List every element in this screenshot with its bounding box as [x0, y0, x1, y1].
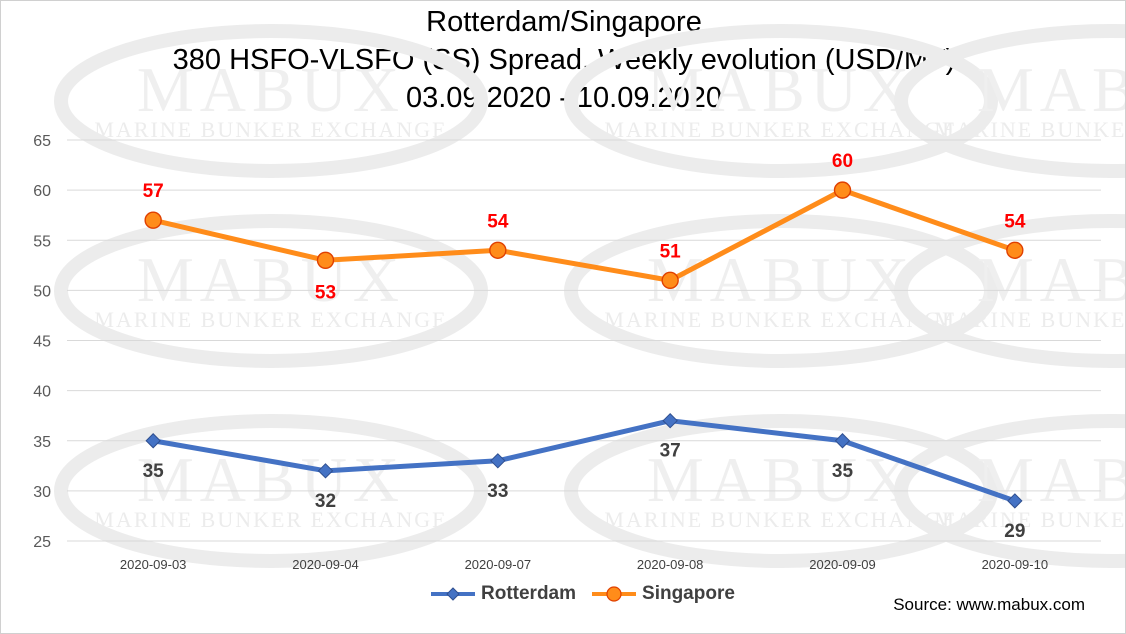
y-tick-label: 50	[33, 283, 51, 300]
point-rotterdam	[490, 453, 506, 469]
watermark-subtext: MARINE BUNKER EXCHANGE	[934, 307, 1126, 332]
x-tick-label: 2020-09-04	[292, 557, 359, 572]
x-tick-label: 2020-09-08	[637, 557, 704, 572]
data-label-singapore: 51	[660, 241, 682, 262]
title-line-3: 03.09.2020 - 10.09.2020	[405, 82, 723, 114]
watermark-logo-text: MABUX	[647, 444, 915, 515]
point-singapore	[833, 181, 852, 199]
watermark-subtext: MARINE BUNKER EXCHANGE	[934, 507, 1126, 532]
y-tick-label: 30	[33, 484, 51, 501]
point-singapore	[1006, 241, 1024, 259]
data-label-rotterdam: 37	[660, 441, 681, 462]
watermark-ring	[894, 24, 1125, 178]
x-tick-label: 2020-09-03	[120, 557, 187, 572]
legend-item-rotterdam[interactable]: Rotterdam	[429, 583, 576, 605]
watermark-subtext: MARINE BUNKER EXCHANGE	[604, 117, 957, 142]
title-line-1: Rotterdam/Singapore	[426, 6, 702, 38]
legend-label-rotterdam: Rotterdam	[481, 583, 577, 604]
point-singapore	[489, 241, 507, 259]
data-label-rotterdam: 35	[832, 461, 854, 482]
data-label-singapore: 53	[315, 282, 336, 303]
watermark-logo-text: MABUX	[137, 444, 405, 515]
data-label-singapore: 54	[487, 211, 509, 232]
gridlines	[67, 139, 1101, 542]
watermark-logo-text: MABUX	[977, 244, 1126, 315]
series-line-rotterdam	[150, 418, 1018, 504]
data-label-singapore: 60	[832, 151, 853, 172]
data-label-singapore: 54	[1004, 211, 1026, 232]
y-tick-label: 40	[33, 384, 51, 401]
chart-title: Rotterdam/Singapore 380 HSFO-VLSFO (SS) …	[1, 3, 1125, 117]
legend-swatch-rotterdam	[431, 587, 475, 601]
watermark-subtext: MARINE BUNKER EXCHANGE	[604, 507, 957, 532]
watermark-logo-text: MABUX	[647, 244, 915, 315]
watermark-logo-text: MABUX	[137, 244, 405, 315]
series-layer	[144, 181, 1024, 509]
watermark-logo-text: MABUX	[137, 54, 405, 125]
legend-label-singapore: Singapore	[642, 583, 735, 604]
watermark-ring	[54, 214, 488, 368]
data-label-singapore: 57	[143, 181, 164, 202]
point-singapore	[144, 211, 162, 229]
title-line-2: 380 HSFO-VLSFO (SS) Spread, Weekly evolu…	[172, 44, 956, 76]
x-tick-label: 2020-09-10	[982, 557, 1049, 572]
y-tick-label: 65	[33, 133, 51, 150]
point-rotterdam	[145, 433, 161, 449]
y-tick-label: 35	[33, 434, 51, 451]
data-label-rotterdam: 35	[143, 461, 165, 482]
watermark-ring	[54, 24, 488, 178]
watermark-logo-text: MABUX	[977, 444, 1126, 515]
point-rotterdam	[317, 463, 334, 479]
data-label-rotterdam: 29	[1004, 521, 1025, 542]
legend: Rotterdam Singapore	[429, 583, 735, 605]
data-labels: 35 32 33 37 35 29 57 53 54 51 60 54	[143, 151, 1026, 542]
data-label-rotterdam: 32	[315, 491, 336, 512]
watermark-subtext: MARINE BUNKER EXCHANGE	[934, 117, 1126, 142]
watermark-logo-text: MABUX	[647, 54, 915, 125]
source-note: Source: www.mabux.com	[893, 595, 1085, 614]
y-tick-label: 60	[33, 183, 51, 200]
watermark-logo-text: MABUX	[977, 54, 1126, 125]
y-tick-label: 45	[33, 334, 51, 351]
x-axis-ticks: 2020-09-03 2020-09-04 2020-09-07 2020-09-08…	[120, 557, 1048, 572]
data-label-rotterdam: 33	[487, 481, 508, 502]
y-tick-label: 25	[33, 534, 51, 551]
watermark-subtext: MARINE BUNKER EXCHANGE	[94, 307, 447, 332]
watermark-subtext: MARINE BUNKER EXCHANGE	[94, 507, 447, 532]
point-rotterdam	[834, 433, 851, 449]
point-rotterdam	[1007, 493, 1023, 509]
watermark-ring	[564, 24, 998, 178]
watermark-subtext: MARINE BUNKER EXCHANGE	[604, 307, 957, 332]
y-axis-ticks: 25 30 35 40 45 50 55 60 65	[33, 133, 51, 551]
watermark-subtext: MARINE BUNKER EXCHANGE	[94, 117, 447, 142]
legend-swatch-singapore	[592, 586, 637, 602]
watermark-ring	[894, 214, 1125, 368]
series-line-singapore	[150, 187, 1018, 283]
y-tick-label: 55	[33, 233, 51, 250]
x-tick-label: 2020-09-07	[465, 557, 532, 572]
point-singapore	[661, 271, 679, 290]
point-singapore	[316, 251, 335, 269]
legend-item-singapore[interactable]: Singapore	[590, 583, 735, 605]
point-rotterdam	[662, 412, 678, 429]
x-tick-label: 2020-09-09	[809, 557, 876, 572]
